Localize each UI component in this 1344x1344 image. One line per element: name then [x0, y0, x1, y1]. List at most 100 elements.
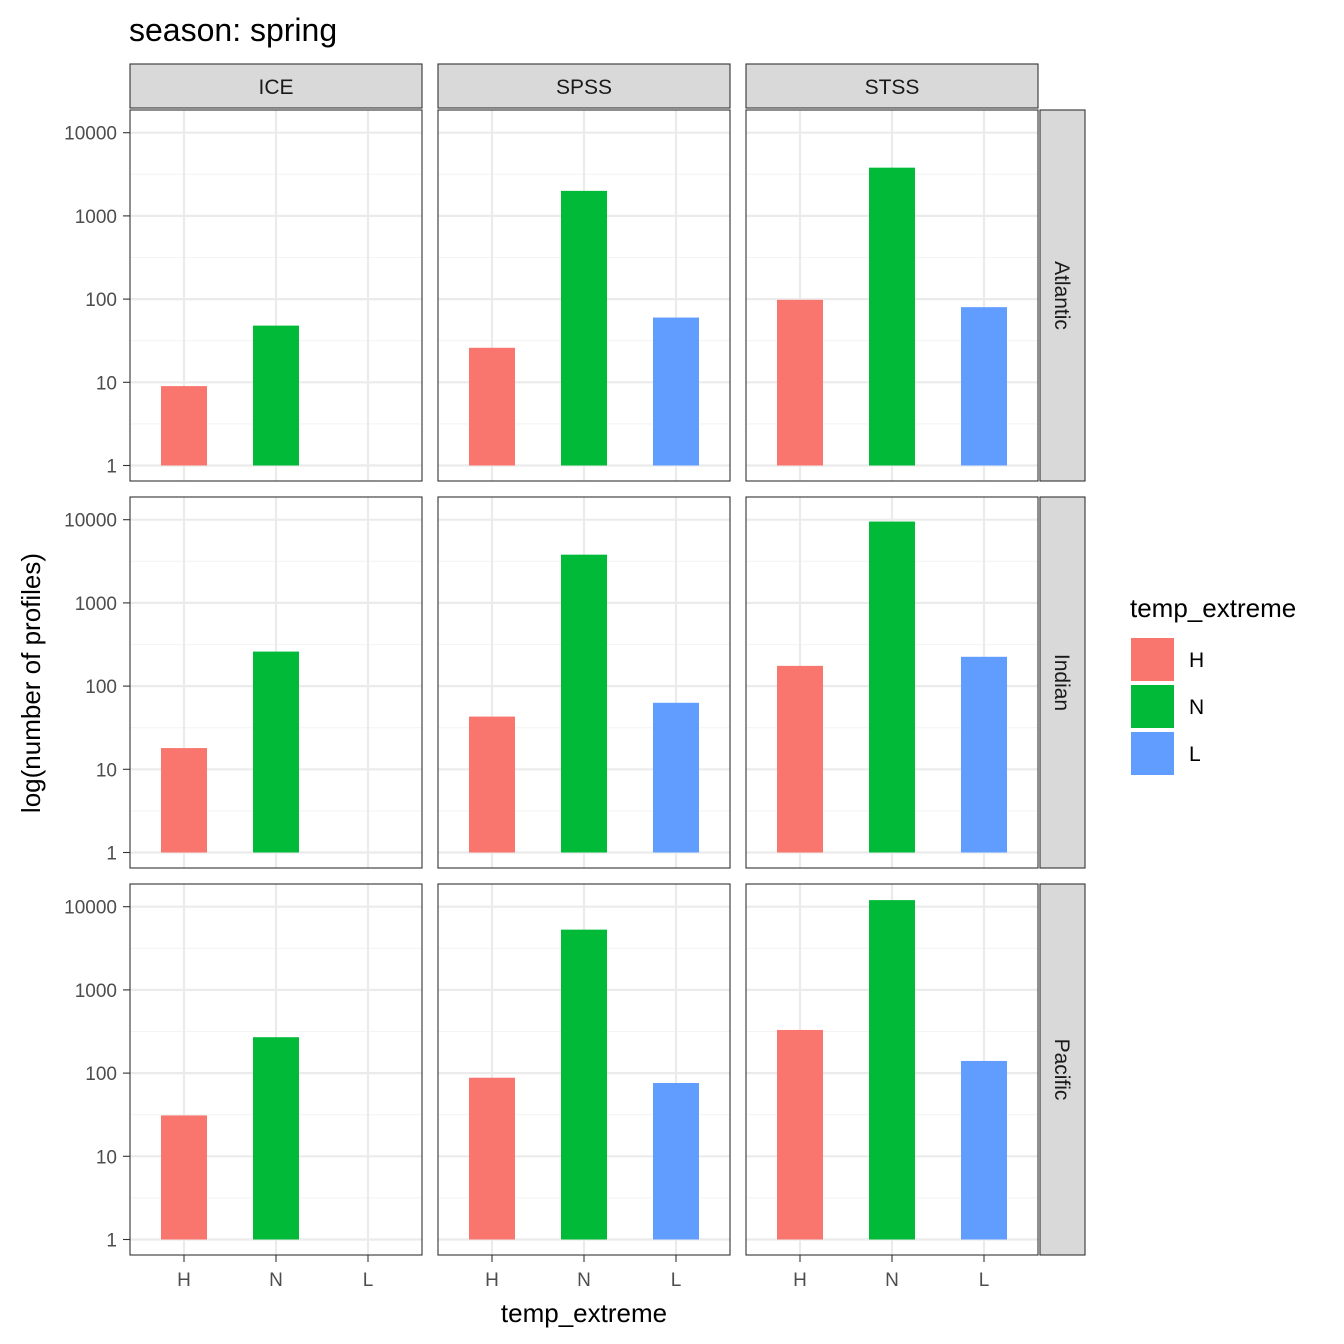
- legend-swatch: [1131, 732, 1174, 775]
- x-tick-label: L: [363, 1270, 374, 1291]
- legend-swatch: [1131, 685, 1174, 728]
- x-tick-label: H: [485, 1270, 499, 1291]
- legend-label: L: [1189, 743, 1201, 766]
- legend-item-h: H: [1131, 638, 1204, 681]
- bar-pacific-stss-h: [777, 1029, 823, 1240]
- y-axis-indian: 1 10 100 1000 10000: [64, 511, 130, 865]
- panel-border: [437, 109, 731, 482]
- column-strip-label: ICE: [258, 76, 293, 99]
- bar-indian-ice-h: [161, 748, 207, 853]
- bar-atlantic-stss-n: [869, 167, 915, 466]
- column-strip-stss: STSS: [745, 63, 1039, 109]
- bar-pacific-ice-n: [253, 1037, 299, 1240]
- bar-pacific-spss-n: [561, 929, 607, 1240]
- x-tick-label: N: [269, 1270, 283, 1291]
- row-strip-label: Indian: [1050, 654, 1073, 711]
- panel-border: [129, 109, 423, 482]
- column-strip-background: [129, 63, 423, 109]
- panel-border: [745, 496, 1039, 869]
- column-strip-label: STSS: [865, 76, 920, 99]
- legend-swatch: [1131, 638, 1174, 681]
- x-axis-title: temp_extreme: [501, 1298, 667, 1328]
- bar-pacific-spss-h: [469, 1077, 515, 1240]
- y-axis-atlantic: 1 10 100 1000 10000: [64, 124, 130, 478]
- y-tick-label: 1: [106, 844, 117, 865]
- panel-atlantic-stss: [745, 109, 1039, 482]
- facet-panels: [129, 109, 1039, 1256]
- bar-atlantic-spss-h: [469, 347, 515, 466]
- bar-atlantic-spss-n: [561, 190, 607, 466]
- column-strip-background: [437, 63, 731, 109]
- y-tick-label: 1000: [75, 981, 117, 1002]
- panel-border: [129, 496, 423, 869]
- y-tick-label: 10000: [64, 898, 117, 919]
- bar-indian-stss-h: [777, 665, 823, 853]
- x-tick-label: H: [177, 1270, 191, 1291]
- panel-indian-stss: [745, 496, 1039, 869]
- bar-indian-spss-l: [653, 702, 699, 853]
- x-tick-label: L: [979, 1270, 990, 1291]
- bar-pacific-stss-l: [961, 1060, 1007, 1240]
- y-axis-pacific: 1 10 100 1000 10000: [64, 898, 130, 1252]
- x-tick-label: N: [577, 1270, 591, 1291]
- y-tick-label: 1: [106, 457, 117, 478]
- panel-atlantic-ice: [129, 109, 423, 482]
- row-strips: Atlantic Indian Pacific: [1039, 109, 1086, 1256]
- panel-border: [437, 496, 731, 869]
- bar-atlantic-stss-h: [777, 299, 823, 466]
- y-tick-label: 1000: [75, 207, 117, 228]
- column-strip-ice: ICE: [129, 63, 423, 109]
- y-tick-label: 10: [96, 1147, 117, 1168]
- x-tick-label: H: [793, 1270, 807, 1291]
- y-tick-label: 10: [96, 373, 117, 394]
- panel-pacific-spss: [437, 883, 731, 1256]
- column-strips: ICE SPSS STSS: [129, 63, 1039, 109]
- bar-atlantic-spss-l: [653, 317, 699, 466]
- row-strip-atlantic: Atlantic: [1039, 109, 1086, 482]
- row-strip-background: [1039, 496, 1086, 869]
- panel-pacific-ice: [129, 883, 423, 1256]
- y-tick-label: 1: [106, 1231, 117, 1252]
- y-axes: 1 10 100 1000 10000 1 10 100 1000 10000 1 10 100 1000…: [64, 124, 130, 1252]
- panel-indian-spss: [437, 496, 731, 869]
- panel-atlantic-spss: [437, 109, 731, 482]
- panel-border: [745, 109, 1039, 482]
- bar-indian-stss-l: [961, 656, 1007, 853]
- panel-indian-ice: [129, 496, 423, 869]
- y-tick-label: 1000: [75, 594, 117, 615]
- legend-item-n: N: [1131, 685, 1204, 728]
- y-tick-label: 100: [85, 1064, 117, 1085]
- y-axis-title: log(number of profiles): [16, 553, 46, 813]
- bar-indian-spss-h: [469, 716, 515, 853]
- legend: temp_extreme H N L: [1130, 593, 1296, 775]
- bar-atlantic-ice-n: [253, 325, 299, 466]
- x-tick-label: N: [885, 1270, 899, 1291]
- column-strip-background: [745, 63, 1039, 109]
- legend-label: H: [1189, 649, 1204, 672]
- legend-item-l: L: [1131, 732, 1201, 775]
- y-tick-label: 100: [85, 290, 117, 311]
- row-strip-label: Pacific: [1050, 1039, 1073, 1101]
- x-tick-label: L: [671, 1270, 682, 1291]
- legend-title: temp_extreme: [1130, 593, 1296, 623]
- bar-indian-ice-n: [253, 651, 299, 853]
- y-tick-label: 100: [85, 677, 117, 698]
- plot-title: season: spring: [129, 12, 337, 48]
- row-strip-pacific: Pacific: [1039, 883, 1086, 1256]
- panel-pacific-stss: [745, 883, 1039, 1256]
- row-strip-label: Atlantic: [1050, 261, 1073, 330]
- y-tick-label: 10000: [64, 124, 117, 145]
- column-strip-label: SPSS: [556, 76, 612, 99]
- y-tick-label: 10: [96, 760, 117, 781]
- legend-label: N: [1189, 696, 1204, 719]
- row-strip-background: [1039, 109, 1086, 482]
- bar-pacific-stss-n: [869, 900, 915, 1240]
- row-strip-indian: Indian: [1039, 496, 1086, 869]
- bar-pacific-spss-l: [653, 1083, 699, 1240]
- column-strip-spss: SPSS: [437, 63, 731, 109]
